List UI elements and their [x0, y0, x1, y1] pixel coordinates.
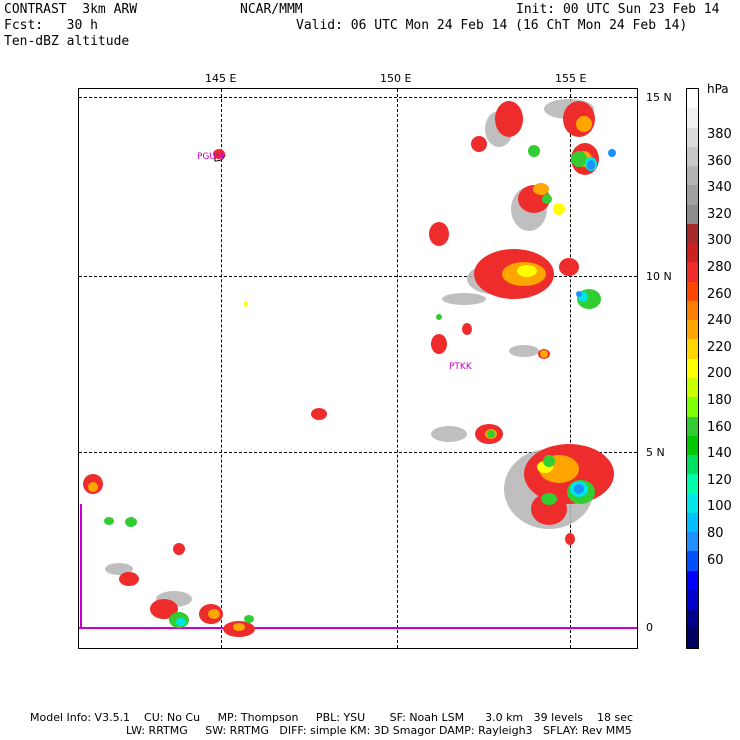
overshooting-core-layer [574, 149, 616, 494]
legend-swatch [687, 609, 698, 629]
legend-label: 200 [707, 366, 732, 382]
legend-swatch [687, 262, 698, 282]
strong-cell-layer [244, 203, 565, 473]
parallel-10n [79, 276, 637, 277]
legend-swatch [687, 127, 698, 147]
parallel-5n [79, 452, 637, 453]
map-panel: PGUM PTKK [78, 88, 638, 649]
legend-label: 140 [707, 446, 732, 462]
legend-swatch [687, 435, 698, 456]
init-time: Init: 00 UTC Sun 23 Feb 14 [516, 2, 720, 17]
legend-label: 60 [707, 552, 724, 568]
parallel-15n [79, 97, 637, 98]
model-info-line1: Model Info: V3.5.1 CU: No Cu MP: Thompso… [30, 711, 634, 724]
moderate-cell-layer [88, 116, 592, 631]
legend-label: 300 [707, 233, 732, 249]
legend-swatch [687, 243, 698, 263]
legend-swatch [687, 628, 698, 648]
legend-swatch [687, 377, 698, 398]
legend-swatch [687, 223, 698, 244]
meridian-155e [570, 89, 571, 648]
lon-label-155: 155 E [555, 72, 587, 85]
lon-label-145: 145 E [205, 72, 237, 85]
station-label-chuuk: PTKK [449, 362, 472, 372]
legend-swatch [687, 551, 698, 571]
lat-label-5n: 5 N [646, 446, 665, 459]
legend-swatch [687, 320, 698, 340]
convective-cell-layer [83, 101, 614, 637]
legend-label: 100 [707, 499, 732, 515]
meridian-145e [221, 89, 222, 648]
legend-label: 160 [707, 419, 732, 435]
model-info-line2: LW: RRTMG SW: RRTMG DIFF: simple KM: 3D … [126, 724, 632, 737]
legend-swatch [687, 532, 698, 552]
radar-field [79, 99, 637, 637]
lat-label-15n: 15 N [646, 91, 672, 104]
legend-swatch [687, 185, 698, 205]
center-name: NCAR/MMM [240, 2, 303, 17]
legend-swatch [687, 512, 698, 533]
anvil-cloud-layer [105, 99, 594, 607]
lat-label-0: 0 [646, 621, 653, 634]
legend-swatch [687, 358, 698, 378]
lon-label-150: 150 E [380, 72, 412, 85]
legend-swatch [687, 166, 698, 186]
legend-swatch [687, 493, 698, 513]
legend-label: 380 [707, 127, 732, 142]
station-label-guam: PGUM [197, 152, 224, 162]
meridian-150e [397, 89, 398, 648]
legend-swatch [687, 589, 698, 610]
legend-swatch [687, 281, 698, 301]
legend-label: 240 [707, 313, 732, 329]
valid-time: Valid: 06 UTC Mon 24 Feb 14 (16 ChT Mon … [296, 18, 688, 33]
legend-swatch [687, 570, 698, 590]
legend-unit: hPa [707, 82, 729, 96]
legend-label: 220 [707, 339, 732, 355]
legend-swatch [687, 474, 698, 494]
field-name: Ten-dBZ altitude [4, 34, 130, 49]
legend-label: 360 [707, 153, 732, 169]
model-title: CONTRAST 3km ARW [4, 2, 138, 17]
lat-label-10n: 10 N [646, 270, 672, 283]
legend-label: 340 [707, 180, 732, 196]
legend-swatch [687, 108, 698, 128]
legend-swatch [687, 146, 698, 167]
legend-swatch [687, 300, 698, 321]
color-scale-bar [686, 88, 699, 649]
legend-swatch [687, 89, 698, 109]
legend-label: 280 [707, 260, 732, 275]
legend-label: 180 [707, 393, 732, 408]
legend-swatch [687, 455, 698, 475]
legend-label: 260 [707, 286, 732, 302]
legend-swatch [687, 339, 698, 359]
legend-swatch [687, 416, 698, 436]
forecast-hour: Fcst: 30 h [4, 18, 98, 33]
legend-swatch [687, 397, 698, 417]
legend-label: 320 [707, 206, 732, 222]
legend-label: 80 [707, 526, 724, 541]
legend-swatch [687, 204, 698, 224]
legend-label: 120 [707, 472, 732, 488]
